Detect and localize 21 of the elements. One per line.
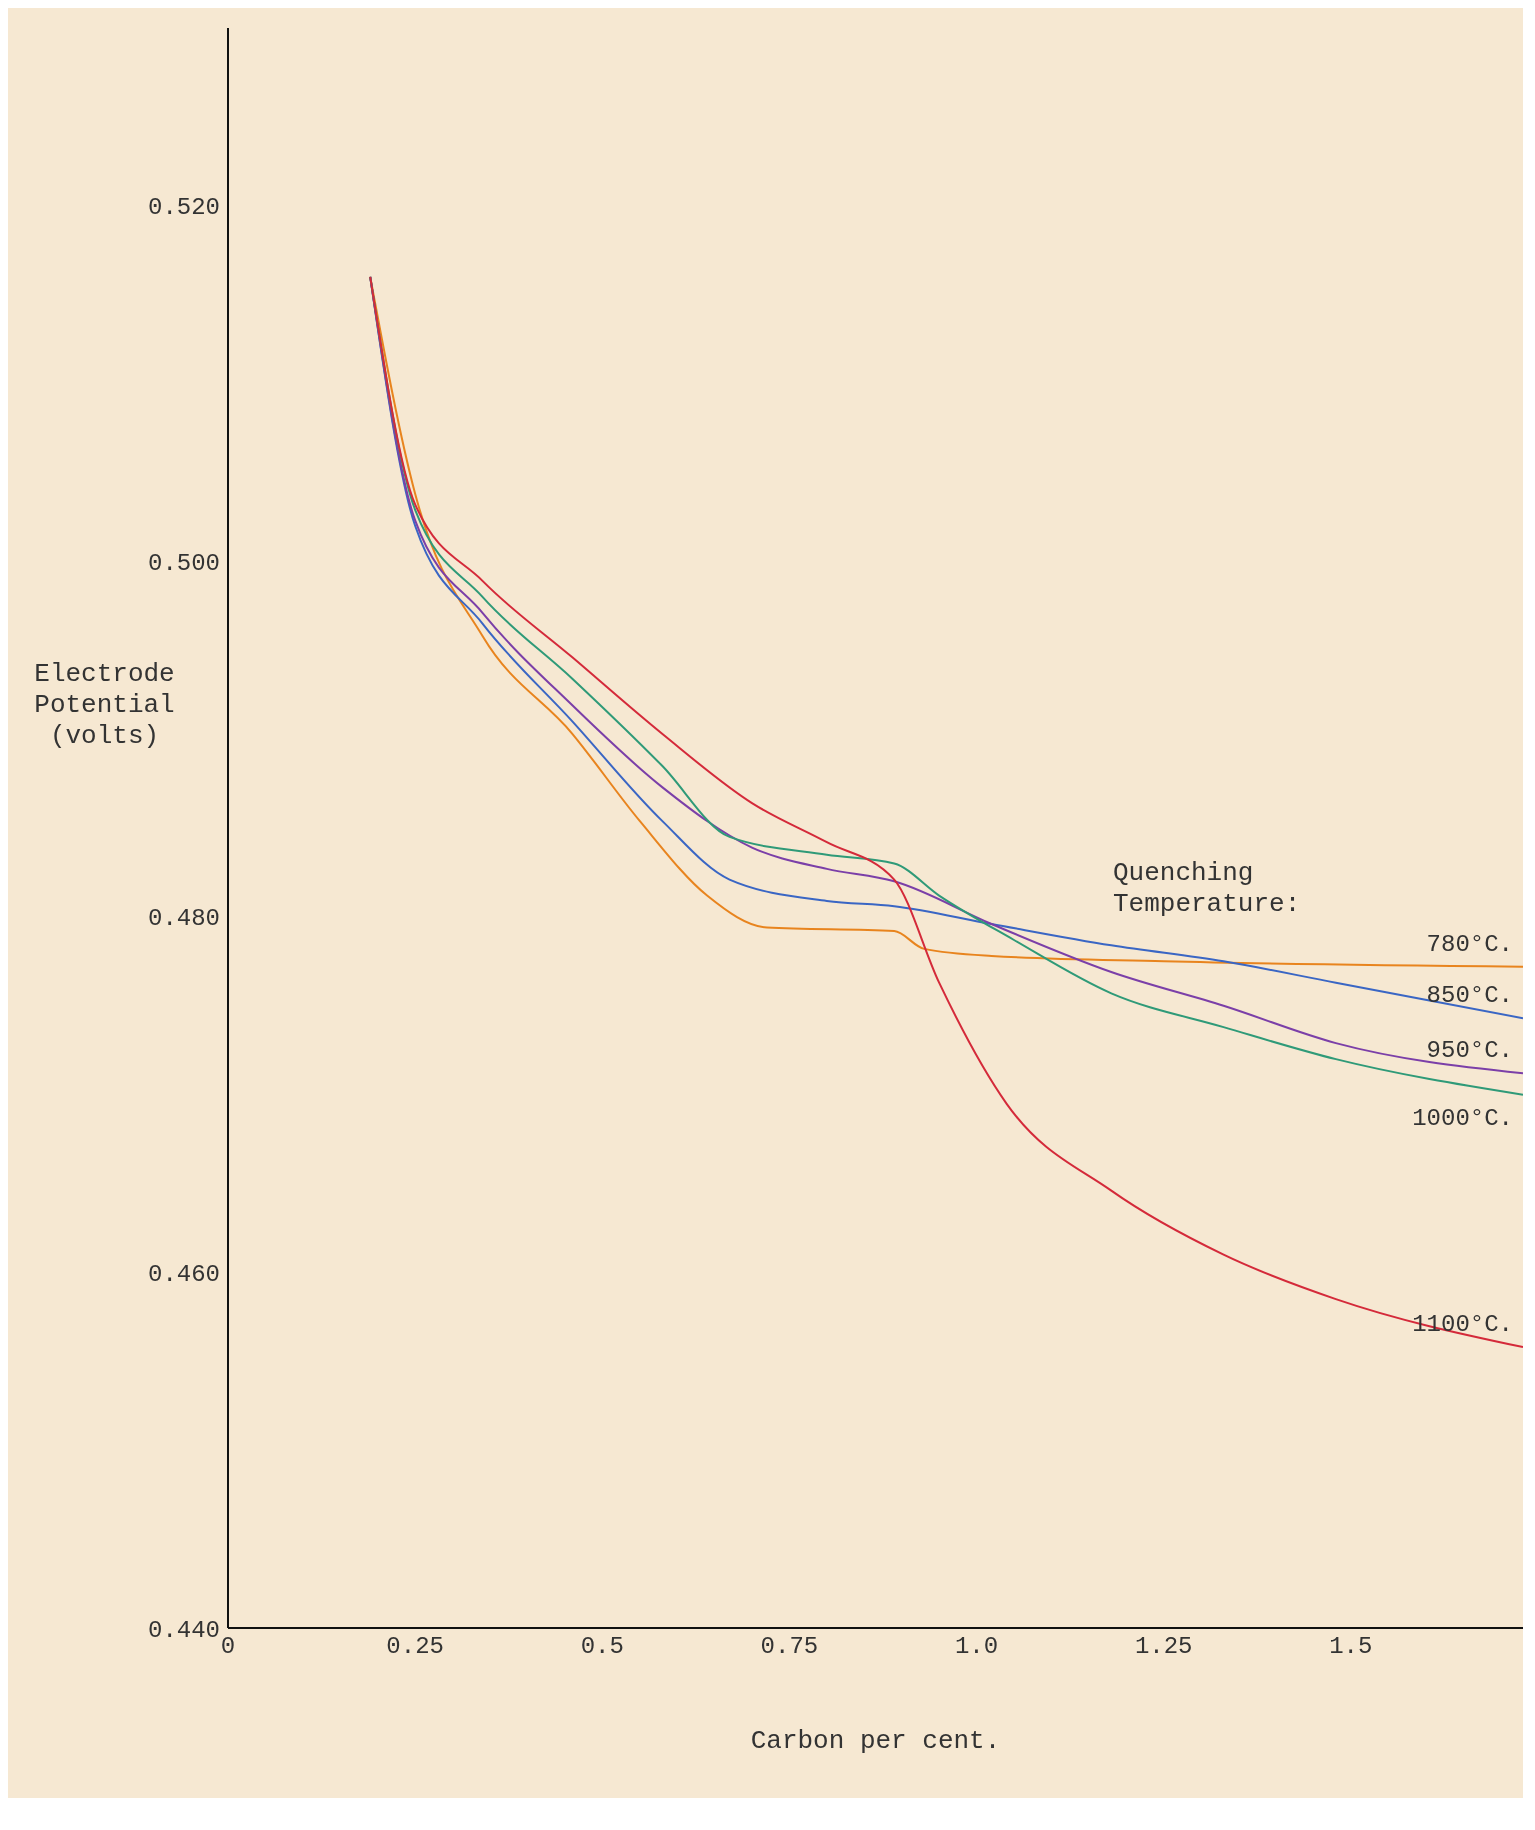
x-tick-label: 0: [220, 1633, 236, 1661]
y-tick-label: 0.440: [147, 1616, 220, 1644]
series-label: 850°C.: [1426, 982, 1513, 1010]
line-series: [369, 275, 1523, 1349]
x-tick-label: 0.5: [580, 1633, 624, 1661]
x-axis-title: Carbon per cent.: [750, 1726, 1001, 1756]
x-tick-label: 0.75: [760, 1633, 819, 1661]
x-tick-label: 1.5: [1329, 1633, 1373, 1661]
x-tick-label: 0.25: [386, 1633, 444, 1661]
legend-title: Quenching Temperature:: [1113, 858, 1302, 921]
x-tick-label: 1.0: [954, 1633, 999, 1661]
y-tick-label: 0.460: [147, 1260, 220, 1288]
series-label: 780°C.: [1426, 930, 1513, 958]
x-tick-label: 1.25: [1134, 1633, 1193, 1661]
series-label: 950°C.: [1426, 1037, 1513, 1065]
series-label: 1100°C.: [1412, 1311, 1513, 1339]
y-axis-title: Electrode Potential (volts): [33, 658, 176, 753]
y-tick-label: 0.500: [147, 549, 220, 577]
y-tick-label: 0.520: [147, 194, 220, 222]
y-tick-label: 0.480: [147, 905, 220, 933]
series-label: 1000°C.: [1412, 1104, 1513, 1132]
